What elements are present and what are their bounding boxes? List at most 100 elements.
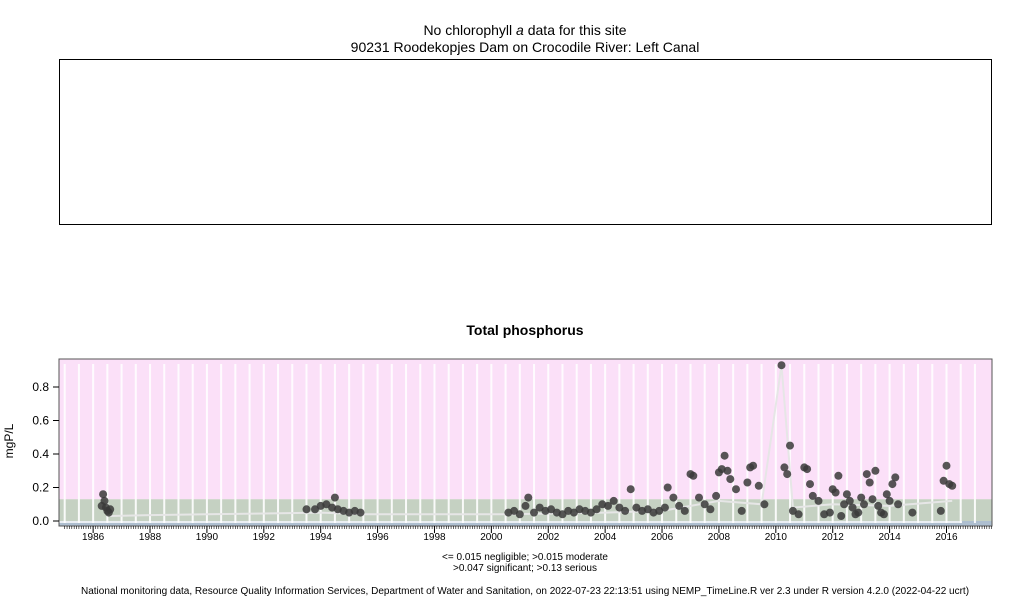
data-point (948, 481, 957, 490)
x-tick-label: 2016 (935, 532, 958, 543)
data-point (689, 471, 698, 480)
data-point (868, 495, 877, 504)
top-panel-message-part1: No chlorophyll (423, 22, 517, 38)
top-panel-message-italic: a (516, 22, 524, 38)
data-point (700, 500, 709, 509)
trend-line-path (110, 365, 953, 517)
footer-credit: National monitoring data, Resource Quali… (80, 586, 970, 597)
data-point (743, 478, 752, 487)
data-point (669, 493, 678, 502)
data-point (737, 506, 746, 515)
x-tick-label: 2002 (537, 532, 560, 543)
data-point (100, 496, 109, 505)
y-tick-label: 0.6 (32, 414, 49, 428)
data-point (515, 510, 524, 519)
x-tick-label: 1988 (139, 532, 162, 543)
data-point (530, 508, 538, 517)
data-point (609, 496, 618, 505)
data-point (879, 510, 888, 519)
data-point (760, 500, 769, 509)
x-tick-label: 1994 (310, 532, 333, 543)
plot-frame (58, 358, 993, 527)
data-point (680, 506, 689, 515)
data-point (695, 493, 703, 502)
moderate-band (59, 521, 992, 526)
data-point (720, 451, 729, 460)
threshold-legend-line2: >0.047 significant; >0.13 serious (453, 563, 597, 574)
data-point (860, 500, 868, 509)
data-point (808, 491, 817, 500)
data-point (834, 471, 843, 480)
data-point (99, 490, 108, 499)
data-point (786, 441, 794, 450)
x-tick-label: 1990 (196, 532, 219, 543)
x-tick-label: 1996 (366, 532, 389, 543)
data-point (845, 496, 854, 505)
data-point (936, 506, 945, 515)
y-axis: 0.0 0.2 0.4 0.6 0.8 (32, 380, 59, 528)
data-point (837, 512, 846, 520)
y-tick-label: 0.4 (32, 447, 49, 461)
empty-chlorophyll-panel (59, 59, 992, 225)
y-tick-label: 0.8 (32, 380, 49, 394)
data-point (842, 490, 851, 499)
y-axis-label: mgP/L (2, 423, 16, 458)
y-tick-label: 0.2 (32, 481, 49, 495)
data-point (675, 501, 684, 510)
data-point (865, 478, 874, 487)
x-tick-label: 2010 (765, 532, 788, 543)
data-point (848, 503, 857, 512)
y-tick-label: 0.0 (32, 514, 49, 528)
data-point (908, 508, 917, 517)
site-title: 90231 Roodekopjes Dam on Crocodile River… (350, 39, 700, 55)
x-tick-label: 2012 (822, 532, 845, 543)
x-tick-label: 1998 (423, 532, 446, 543)
data-point (942, 461, 951, 470)
serious-band (59, 359, 992, 500)
data-point (783, 470, 792, 479)
data-point (521, 501, 530, 510)
data-point (885, 496, 894, 505)
data-point (814, 496, 823, 505)
data-point (891, 473, 900, 482)
data-point (749, 461, 758, 470)
data-point (660, 503, 669, 512)
x-tick-label: 2006 (651, 532, 674, 543)
data-point (663, 483, 672, 492)
data-point (106, 505, 115, 514)
data-point (777, 361, 786, 370)
data-point (302, 505, 311, 514)
chart-title: Total phosphorus (466, 322, 584, 338)
data-point (621, 506, 630, 515)
data-point (780, 463, 789, 472)
data-point (604, 501, 612, 510)
data-point (888, 480, 897, 489)
trend-line (110, 365, 953, 517)
data-point (706, 505, 715, 514)
data-point (712, 491, 721, 500)
data-point (806, 480, 814, 489)
threshold-legend-line1: <= 0.015 negligible; >0.015 moderate (442, 552, 608, 563)
data-point (854, 508, 863, 517)
data-point (862, 470, 871, 479)
top-panel-message: No chlorophyll a data for this site (0, 22, 1024, 38)
data-point (874, 501, 883, 510)
data-point (356, 508, 365, 517)
data-point (732, 485, 740, 494)
x-tick-label: 1992 (253, 532, 276, 543)
data-point (330, 493, 339, 502)
data-point (831, 488, 840, 497)
data-point (524, 493, 533, 502)
data-point (894, 500, 903, 509)
data-points (97, 361, 957, 520)
x-tick-label: 2008 (708, 532, 731, 543)
top-panel-message-part2: data for this site (523, 22, 627, 38)
data-point (592, 505, 601, 514)
data-point (803, 465, 812, 474)
data-point (871, 466, 880, 475)
x-tick-label: 2000 (480, 532, 503, 543)
data-point (857, 493, 866, 502)
x-axis: 1986 1988 1990 1992 1994 1996 1998 2000 2002 2004… (64, 526, 992, 543)
data-point (882, 490, 891, 499)
